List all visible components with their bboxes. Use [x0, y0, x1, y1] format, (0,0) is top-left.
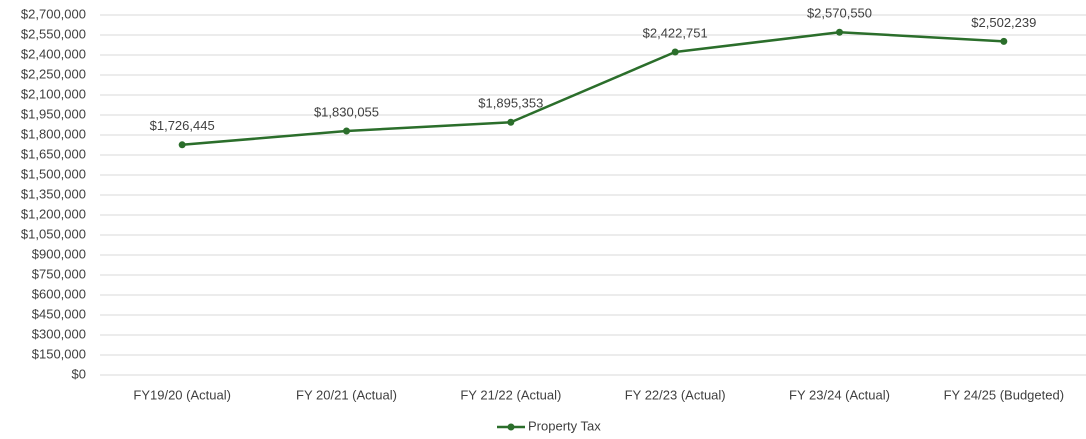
- series-line: [182, 31, 1004, 147]
- point-marker: [178, 141, 186, 149]
- y-tick-label: $1,500,000: [21, 166, 86, 181]
- x-tick-label: FY 23/24 (Actual): [789, 387, 890, 402]
- y-tick-label: $2,100,000: [21, 86, 86, 101]
- y-tick-label: $450,000: [32, 306, 86, 321]
- point-marker: [836, 28, 843, 36]
- y-tick-label: $1,800,000: [21, 126, 86, 141]
- y-tick-label: $1,200,000: [21, 206, 86, 221]
- y-tick-label: $2,550,000: [21, 26, 86, 41]
- x-tick-label: FY 21/22 (Actual): [460, 387, 561, 402]
- data-label: $2,422,751: [643, 25, 708, 40]
- point-marker: [1000, 37, 1008, 45]
- x-tick-label: FY 22/23 (Actual): [625, 387, 726, 402]
- y-tick-label: $2,250,000: [21, 66, 86, 81]
- point-marker: [343, 127, 350, 135]
- legend-marker: [507, 423, 515, 431]
- y-tick-label: $900,000: [32, 246, 86, 261]
- point-marker: [507, 118, 515, 126]
- y-tick-label: $300,000: [32, 326, 86, 341]
- y-tick-label: $150,000: [32, 346, 86, 361]
- y-tick-label: $2,700,000: [21, 6, 86, 21]
- y-tick-label: $1,050,000: [21, 226, 86, 241]
- x-tick-label: FY 20/21 (Actual): [296, 387, 397, 402]
- y-tick-label: $0: [72, 366, 86, 381]
- x-tick-label: FY 24/25 (Budgeted): [944, 387, 1064, 402]
- point-marker: [671, 48, 679, 56]
- legend-label: Property Tax: [528, 418, 601, 433]
- y-tick-label: $600,000: [32, 286, 86, 301]
- data-label: $1,895,353: [478, 96, 543, 111]
- y-tick-label: $750,000: [32, 266, 86, 281]
- x-tick-label: FY19/20 (Actual): [133, 387, 231, 402]
- y-tick-label: $2,400,000: [21, 46, 86, 61]
- y-tick-label: $1,350,000: [21, 186, 86, 201]
- data-label: $1,726,445: [150, 118, 215, 133]
- y-tick-label: $1,650,000: [21, 146, 86, 161]
- data-label: $2,502,239: [971, 15, 1036, 30]
- data-label: $2,570,550: [807, 6, 872, 21]
- data-label: $1,830,055: [314, 104, 379, 119]
- y-tick-label: $1,950,000: [21, 106, 86, 121]
